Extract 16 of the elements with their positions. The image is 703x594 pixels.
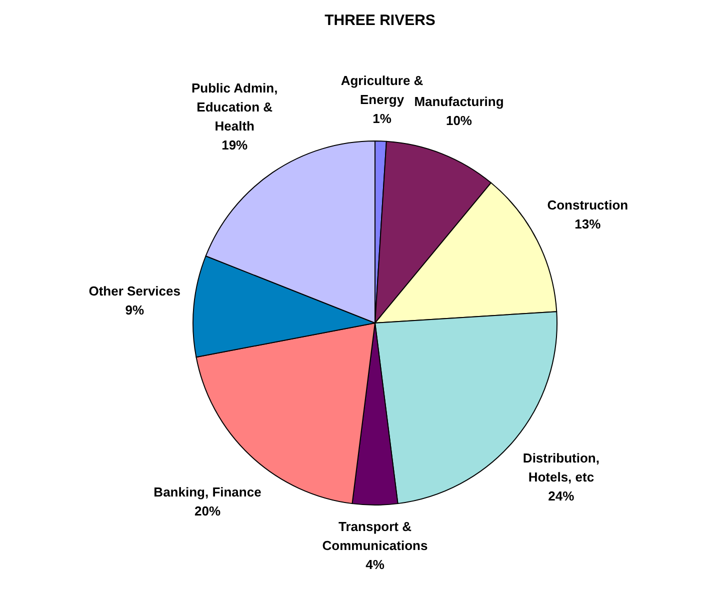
slice-label: Transport & Communications	[322, 519, 428, 553]
data-label: 24%	[548, 488, 575, 504]
slice-label: Construction	[547, 198, 628, 213]
data-label: 4%	[366, 557, 385, 572]
slice-label: Distribution, Hotels, etc	[522, 450, 600, 485]
slice-label: Other Services	[88, 283, 180, 298]
slice-label: Banking, Finance	[154, 484, 262, 500]
data-label: 1%	[372, 110, 392, 126]
slice-label: Public Admin, Education & Health	[191, 80, 278, 134]
data-label: 13%	[574, 216, 602, 232]
data-label: 10%	[446, 112, 472, 128]
data-label: 20%	[194, 503, 221, 518]
chart-title: THREE RIVERS	[324, 12, 436, 29]
slice-label: Manufacturing	[414, 94, 504, 109]
data-label: 19%	[222, 137, 248, 152]
data-label: 9%	[125, 302, 144, 318]
